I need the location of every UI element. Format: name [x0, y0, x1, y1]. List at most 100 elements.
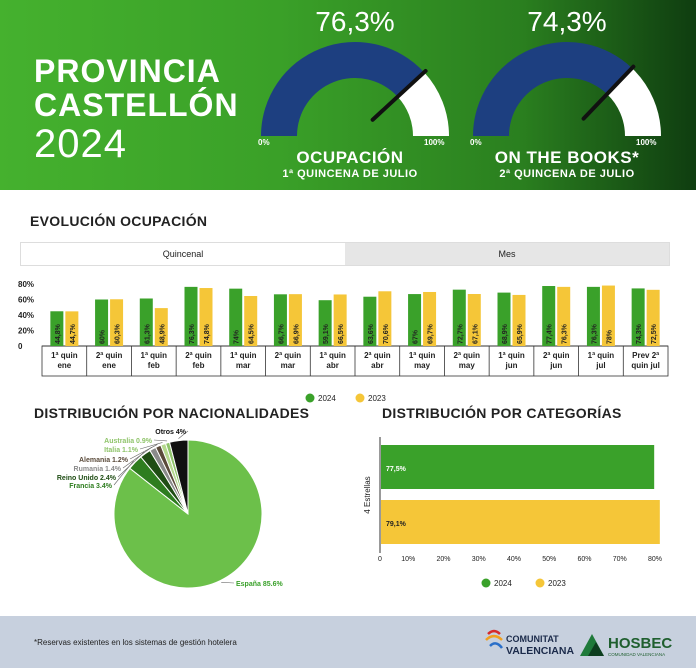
gauge-1: [261, 42, 449, 136]
evolution-bar-chart: 0 20% 40% 60% 80% 1ª quin ene 44,8% 44,7% 2ª quin…: [18, 280, 669, 403]
gauge-2-track: [607, 68, 661, 136]
title-line-1: PROVINCIA: [34, 53, 221, 89]
pie-leader-line: [221, 582, 235, 584]
evo-bar-2024: [318, 300, 332, 346]
evo-ytick: 20%: [18, 327, 34, 336]
logo2-sub: COMUNIDAD VALENCIANA: [608, 652, 665, 657]
page-title: PROVINCIA CASTELLÓN 2024: [34, 54, 239, 166]
evo-data-label: 59,1%: [323, 323, 330, 344]
gauge-1-subtitle: 1ª QUINCENA DE JULIO: [282, 168, 418, 180]
evo-data-label: 67,1%: [472, 323, 479, 344]
cat-xtick: 30%: [472, 556, 486, 563]
cat-legend-marker: [535, 578, 545, 588]
evo-data-label: 48,9%: [159, 323, 166, 344]
evo-category-label: 2ª quin ene: [96, 351, 123, 370]
tab-mes[interactable]: Mes: [345, 243, 669, 265]
gauge-2-max: 100%: [636, 138, 657, 147]
evo-category-label: 2ª quin may: [454, 351, 481, 370]
evo-data-label: 66,7%: [278, 323, 285, 344]
cat-xtick: 60%: [577, 556, 591, 563]
pie-label: Alemania 1.2%: [79, 457, 129, 464]
evo-bar-2024: [363, 296, 377, 346]
pie-label: Otros 4%: [155, 429, 187, 436]
evo-bar-2023: [154, 308, 168, 346]
tab-quincenal[interactable]: Quincenal: [21, 243, 345, 265]
evo-data-label: 72,7%: [457, 323, 464, 344]
evo-data-label: 78%: [606, 329, 613, 344]
section-title-nacionalidades: DISTRIBUCIÓN POR NACIONALIDADES: [34, 405, 310, 421]
evo-legend-marker: [355, 393, 365, 403]
cat-xtick: 10%: [401, 556, 415, 563]
evo-ytick: 80%: [18, 280, 34, 289]
evo-data-label: 66,9%: [293, 323, 300, 344]
cat-data-label: 79,1%: [386, 521, 407, 528]
evo-category-label: 1ª quin jun: [498, 351, 525, 370]
evo-bar-2023: [467, 293, 481, 346]
evo-category-label: 2ª quin jun: [543, 351, 570, 370]
evo-data-label: 74,3%: [636, 323, 643, 344]
evo-bar-2024: [586, 286, 600, 346]
evo-legend-label: 2023: [368, 394, 386, 403]
cat-bar-2023: [381, 500, 660, 544]
gauge-1-value: 76,3%: [315, 6, 395, 37]
evo-bar-2023: [288, 294, 302, 346]
evo-data-label: 76,3%: [562, 323, 569, 344]
evo-category-label: 2ª quin feb: [185, 351, 212, 370]
pie-label: Rumania 1.4%: [74, 466, 122, 473]
evo-category-label: 2ª quin abr: [364, 351, 391, 370]
gauge-1-title: OCUPACIÓN: [296, 148, 404, 167]
evo-bar-2023: [333, 294, 347, 346]
footer: *Reservas existentes en los sistemas de …: [0, 616, 696, 668]
evo-data-label: 74,8%: [204, 323, 211, 344]
evo-bar-2023: [423, 291, 437, 346]
pie-label: Reino Unido 2.4%: [57, 475, 117, 482]
pie-label: Francia 3.4%: [69, 483, 113, 490]
cat-legend-label: 2023: [548, 579, 566, 588]
pie-label: Australia 0.9%: [104, 438, 153, 445]
gauge-2-value: 74,3%: [527, 6, 607, 37]
footnote: *Reservas existentes en los sistemas de …: [34, 638, 237, 647]
pie-slice: [168, 439, 189, 515]
gauge-2-label: ON THE BOOKS* 2ª QUINCENA DE JULIO: [457, 148, 677, 180]
gauge-2-title: ON THE BOOKS*: [494, 148, 640, 167]
cat-bar-2024: [381, 445, 655, 489]
gauge-1-min: 0%: [258, 138, 270, 147]
evo-data-label: 77,4%: [547, 323, 554, 344]
evo-category-label: 1ª quin may: [409, 351, 436, 370]
evo-bar-2023: [646, 289, 660, 346]
gauge-1-label: OCUPACIÓN 1ª QUINCENA DE JULIO: [240, 148, 460, 180]
section-title-categorias: DISTRIBUCIÓN POR CATEGORÍAS: [382, 405, 622, 421]
title-line-2: CASTELLÓN: [34, 87, 239, 123]
gauge-2-subtitle: 2ª QUINCENA DE JULIO: [499, 168, 635, 180]
cat-xtick: 40%: [507, 556, 521, 563]
pie-leader-line: [139, 442, 163, 450]
evo-data-label: 67%: [413, 329, 420, 344]
gauge-1-needle: [370, 68, 428, 122]
cat-legend-label: 2024: [494, 579, 512, 588]
gauge-1-track: [397, 72, 449, 136]
evo-category-label: 1ª quin ene: [51, 351, 78, 370]
evo-bar-2023: [378, 291, 392, 346]
evo-data-label: 60%: [100, 329, 107, 344]
gauge-2-fill: [473, 42, 632, 136]
nationality-pie-chart: España 85.6% Francia 3.4%Reino Unido 2.4%…: [57, 429, 283, 589]
evo-bar-2024: [50, 311, 64, 346]
gauge-1-max: 100%: [424, 138, 445, 147]
cat-legend-marker: [481, 578, 491, 588]
evo-data-label: 44,8%: [55, 323, 62, 344]
evo-bar-2023: [244, 296, 258, 346]
evo-bar-2024: [139, 298, 153, 346]
evo-bar-2024: [497, 292, 511, 346]
evo-bar-2024: [273, 294, 287, 346]
cv-logo-icon: COMUNITAT VALENCIANA: [485, 629, 574, 657]
evo-data-label: 76,3%: [189, 323, 196, 344]
evo-ytick: 60%: [18, 296, 34, 305]
evo-bar-2023: [557, 286, 571, 346]
evo-data-label: 69,7%: [428, 323, 435, 344]
evo-bar-2023: [199, 288, 213, 346]
evo-data-label: 70,6%: [383, 323, 390, 344]
pie-leader-line: [178, 430, 189, 439]
cat-xtick: 70%: [613, 556, 627, 563]
cat-xtick: 50%: [542, 556, 556, 563]
